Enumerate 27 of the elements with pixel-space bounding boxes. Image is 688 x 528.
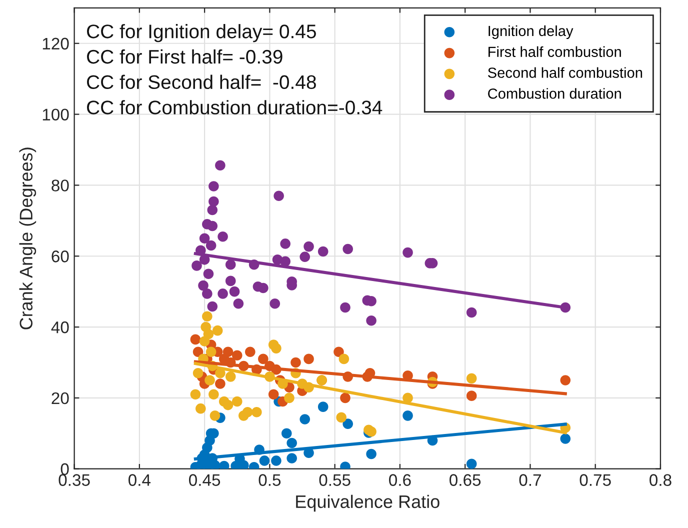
legend-label: Second half combustion [488,67,642,78]
annotation: CC for Second half= -0.48 [87,74,316,90]
y-tick-label: 60 [52,250,69,262]
legend-label: Combustion duration [488,88,621,99]
y-tick-label: 100 [42,108,69,120]
y-tick-label: 120 [42,38,69,50]
x-tick-label: 0.45 [189,474,220,486]
legend-label: Ignition delay [488,25,574,40]
annotation: CC for Combustion duration=-0.34 [87,100,382,114]
x-tick-label: 0.4 [128,474,151,486]
y-tick-label: 0 [60,463,69,476]
annotation: CC for First half= -0.39 [87,49,282,64]
x-tick-label: 0.5 [258,474,281,486]
x-tick-label: 0.75 [580,474,611,486]
x-axis-title: Equivalence Ratio [296,494,440,512]
x-tick-label: 0.8 [650,474,672,486]
x-tick-label: 0.55 [319,474,350,486]
y-tick-label: 80 [52,180,69,192]
x-tick-label: 0.35 [58,474,90,486]
x-tick-label: 0.6 [389,474,411,486]
legend-label: First half combustion [488,46,621,58]
annotation: CC for Ignition delay= 0.45 [87,24,316,42]
y-tick-label: 40 [51,321,69,334]
y-axis-title: Crank Angle (Degrees) [19,148,36,330]
x-tick-label: 0.7 [519,474,541,486]
x-tick-label: 0.65 [450,474,481,486]
y-tick-label: 20 [52,392,69,404]
